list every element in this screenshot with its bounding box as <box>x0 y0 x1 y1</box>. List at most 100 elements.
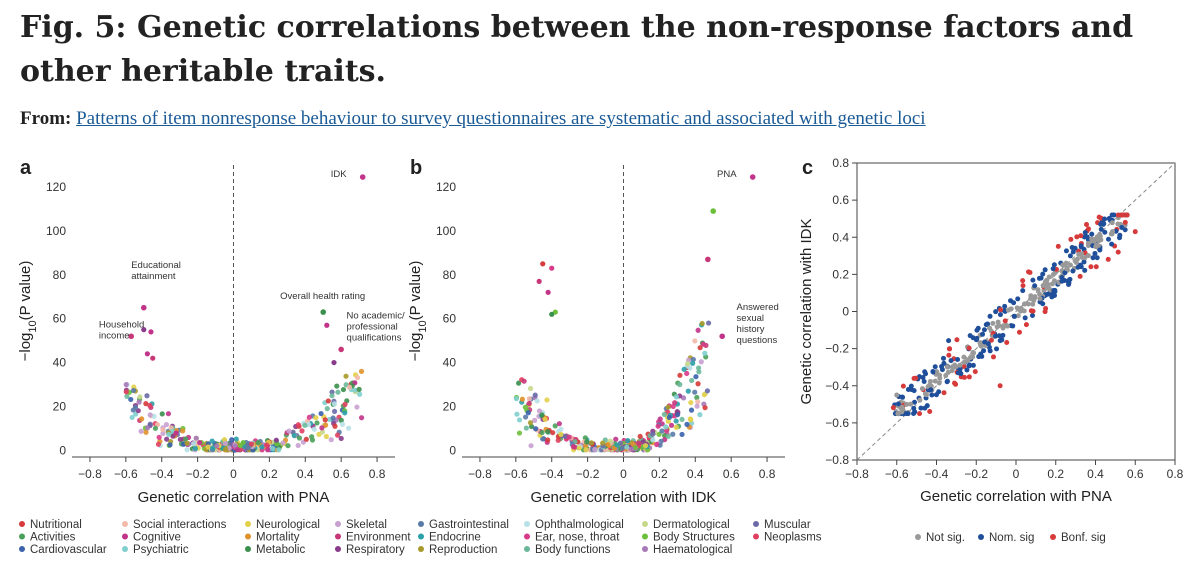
data-point <box>318 410 324 417</box>
data-point <box>539 412 545 418</box>
data-point <box>697 345 703 351</box>
data-point <box>332 423 338 429</box>
data-point <box>929 392 935 398</box>
source-line: From: Patterns of item nonresponse behav… <box>20 108 926 130</box>
data-point <box>696 369 702 375</box>
data-point <box>1067 276 1073 282</box>
data-point <box>670 403 676 410</box>
legend-swatch <box>642 533 648 540</box>
data-point <box>911 410 917 416</box>
data-point <box>291 432 297 439</box>
data-point <box>1081 259 1087 265</box>
data-point <box>1067 262 1073 268</box>
data-point <box>919 386 925 392</box>
data-point <box>184 447 190 453</box>
legend-swatch <box>1050 534 1056 540</box>
data-point <box>685 361 691 367</box>
data-point <box>946 352 952 358</box>
x-tick-label: −0.8 <box>845 467 869 481</box>
data-point <box>184 440 190 446</box>
data-point <box>957 362 963 368</box>
data-point <box>932 378 938 384</box>
data-point <box>650 431 656 437</box>
data-point <box>542 416 548 423</box>
data-point <box>695 381 701 387</box>
data-point <box>331 401 338 407</box>
data-point <box>654 441 660 448</box>
data-point <box>325 398 331 404</box>
data-point <box>927 378 933 384</box>
data-point <box>911 388 917 394</box>
data-point <box>661 411 667 418</box>
data-point <box>688 417 694 423</box>
data-point <box>1094 242 1100 248</box>
point-annotation: Household income <box>99 319 144 341</box>
data-point <box>177 436 183 443</box>
point-annotation: Answered sexual history questions <box>737 302 779 346</box>
data-point <box>1029 313 1035 319</box>
data-point <box>549 311 555 317</box>
data-point <box>1040 271 1046 277</box>
data-point <box>309 434 315 440</box>
data-point <box>977 341 983 347</box>
data-point <box>905 411 911 417</box>
legend-label: Nutritional <box>30 519 82 531</box>
data-point <box>164 436 170 442</box>
legend-item: Environment <box>335 532 411 544</box>
x-tick-label: 0 <box>620 467 627 481</box>
data-point <box>665 418 671 424</box>
data-point <box>143 429 149 435</box>
data-point <box>908 401 914 407</box>
data-point <box>132 404 139 411</box>
data-point <box>532 392 538 398</box>
legend-label: Body functions <box>535 544 611 556</box>
data-point <box>209 438 215 444</box>
data-point <box>229 437 235 443</box>
legend-label: Activities <box>30 532 76 544</box>
data-point <box>338 435 344 442</box>
data-point <box>684 370 690 377</box>
data-point <box>1115 212 1121 218</box>
data-point <box>334 432 341 438</box>
x-tick-label: −0.8 <box>468 467 492 481</box>
data-point <box>276 447 282 453</box>
legend-item: Ear, nose, throat <box>524 532 620 544</box>
source-article-link[interactable]: Patterns of item nonresponse behaviour t… <box>76 108 926 129</box>
legend-item: Neurological <box>245 519 320 531</box>
data-point <box>632 444 638 451</box>
data-point <box>993 309 999 315</box>
from-label: From: <box>20 108 72 129</box>
legend-swatch <box>753 533 759 540</box>
data-point <box>987 348 993 354</box>
legend-label: Mortality <box>256 532 300 544</box>
data-point <box>205 444 211 450</box>
data-point <box>997 383 1003 389</box>
data-point <box>1097 247 1103 253</box>
legend-item: Neoplasms <box>753 532 822 544</box>
legend-swatch <box>642 546 648 552</box>
data-point <box>1037 296 1043 302</box>
data-point <box>1084 221 1090 227</box>
data-point <box>1109 212 1115 218</box>
data-point <box>922 369 928 375</box>
data-point <box>1078 233 1084 239</box>
data-point <box>222 440 229 447</box>
data-point <box>280 440 286 446</box>
data-point <box>922 405 928 411</box>
x-tick-label: 0.8 <box>759 467 776 481</box>
data-point <box>588 440 595 446</box>
data-point <box>273 437 279 443</box>
data-point <box>695 327 701 333</box>
data-point <box>1110 228 1116 234</box>
data-point <box>323 433 330 440</box>
data-point <box>532 417 538 423</box>
data-point <box>939 364 945 370</box>
data-point <box>697 412 703 418</box>
data-point <box>329 389 335 395</box>
legend-item: Haematological <box>642 544 732 556</box>
panel-c: c −0.8 −0.6 −0.4 −0.2 0 0.2 0.4 0.6 0.8 −0.8 −0.6 −0… <box>798 156 1184 505</box>
point-annotation: Educational attainment <box>131 260 181 282</box>
data-point <box>664 428 670 434</box>
data-point <box>357 391 363 397</box>
data-point <box>536 408 543 414</box>
